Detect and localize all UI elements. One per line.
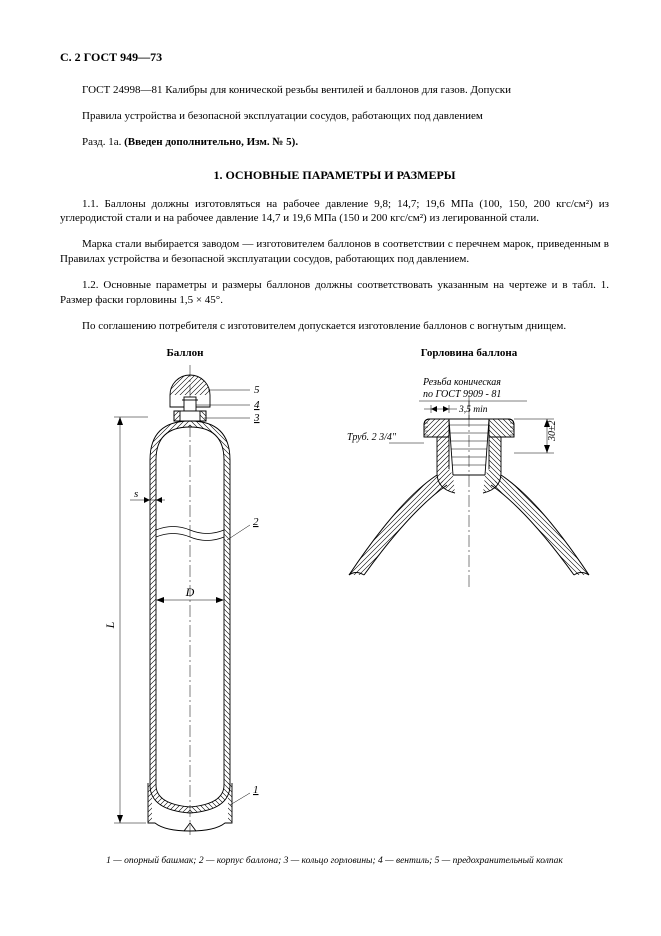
figure-area: Баллон bbox=[60, 347, 609, 835]
intro-text-3b: (Введен дополнительно, Изм. № 5). bbox=[124, 136, 298, 148]
intro-block: ГОСТ 24998—81 Калибры для конической рез… bbox=[60, 83, 609, 150]
neck-drawing: Резьба коническая по ГОСТ 9909 - 81 3,5 … bbox=[329, 365, 609, 590]
intro-line-2: Правила устройства и безопасной эксплуат… bbox=[60, 109, 609, 124]
callout-5: 5 bbox=[254, 384, 260, 396]
callout-4: 4 bbox=[254, 399, 260, 411]
callout-1: 1 bbox=[253, 784, 259, 796]
page: С. 2 ГОСТ 949—73 ГОСТ 24998—81 Калибры д… bbox=[0, 0, 661, 936]
dim-D: D bbox=[185, 585, 195, 599]
caption-cylinder: Баллон bbox=[166, 347, 203, 359]
cylinder-drawing: L D s 5 4 3 2 bbox=[70, 365, 300, 835]
dim-s: s bbox=[134, 488, 138, 500]
para-brand: Марка стали выбирается заводом — изготов… bbox=[60, 237, 609, 267]
callout-3: 3 bbox=[253, 412, 260, 424]
figure-cylinder: Баллон bbox=[60, 347, 310, 835]
para-1-2: 1.2. Основные параметры и размеры баллон… bbox=[60, 278, 609, 308]
section-title: 1. ОСНОВНЫЕ ПАРАМЕТРЫ И РАЗМЕРЫ bbox=[60, 168, 609, 183]
dim-30: 30±2 bbox=[547, 421, 558, 443]
figure-neck: Горловина баллона bbox=[329, 347, 609, 835]
intro-line-3: Разд. 1а. (Введен дополнительно, Изм. № … bbox=[60, 135, 609, 150]
dim-L: L bbox=[103, 622, 117, 630]
intro-text-3a: Разд. 1а. bbox=[82, 136, 124, 148]
para-brand-text: Марка стали выбирается заводом — изготов… bbox=[60, 238, 609, 265]
para-1-2-text: 1.2. Основные параметры и размеры баллон… bbox=[60, 279, 609, 306]
thread-label-1: Резьба коническая bbox=[422, 377, 501, 388]
pipe-thread-label: Труб. 2 3/4" bbox=[347, 432, 397, 443]
para-1-1: 1.1. Баллоны должны изготовляться на раб… bbox=[60, 197, 609, 227]
caption-neck: Горловина баллона bbox=[421, 347, 517, 359]
para-agree: По соглашению потребителя с изготовителе… bbox=[60, 319, 609, 334]
thread-label-2: по ГОСТ 9909 - 81 bbox=[423, 389, 501, 400]
para-1-1-text: 1.1. Баллоны должны изготовляться на раб… bbox=[60, 198, 609, 225]
para-agree-text: По соглашению потребителя с изготовителе… bbox=[82, 320, 566, 332]
dim-3-5min: 3,5 min bbox=[458, 405, 488, 415]
callout-2: 2 bbox=[253, 516, 259, 528]
page-header: С. 2 ГОСТ 949—73 bbox=[60, 50, 609, 65]
intro-text-1: ГОСТ 24998—81 Калибры для конической рез… bbox=[82, 84, 511, 96]
intro-text-2: Правила устройства и безопасной эксплуат… bbox=[82, 110, 483, 122]
intro-line-1: ГОСТ 24998—81 Калибры для конической рез… bbox=[60, 83, 609, 98]
figure-legend: 1 — опорный башмак; 2 — корпус баллона; … bbox=[60, 855, 609, 867]
